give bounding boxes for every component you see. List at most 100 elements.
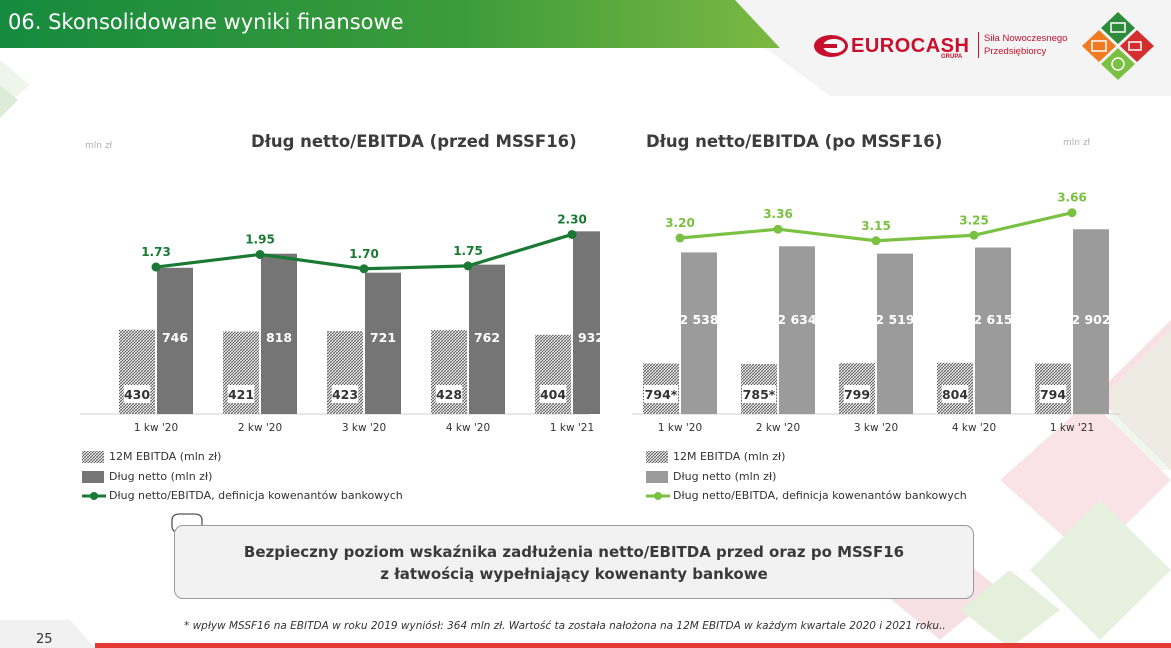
ratio-data-label: 3.25 [959, 213, 989, 227]
chart2-plot: 794* 2 538 1 kw '20 785* 2 634 2 kw '20 799 2 5… [632, 191, 1120, 434]
bg-diamond-green-3 [960, 570, 1060, 648]
debt-bar [157, 267, 193, 414]
debt-data-label: 746 [162, 330, 188, 345]
ebitda-data-label: 430 [124, 387, 150, 402]
callout-line2: z łatwością wypełniający kowenanty banko… [380, 565, 768, 583]
ebitda-data-label: 794 [1040, 387, 1066, 402]
debt-bar [365, 272, 401, 414]
callout-text: Bezpieczny poziom wskaźnika zadłużenia n… [175, 541, 973, 585]
chart1-legend-debt-label: Dług netto (mln zł) [109, 470, 213, 483]
chart2-title: Dług netto/EBITDA (po MSSF16) [646, 132, 943, 151]
logo-sub: GRUPA [941, 54, 963, 60]
debt-data-label: 818 [266, 330, 292, 345]
ebitda-label-bg [644, 385, 678, 403]
ebitda-label-bg [539, 385, 567, 403]
chart1-legend-ebitda-label: 12M EBITDA (mln zł) [109, 450, 222, 463]
callout-box: Bezpieczny poziom wskaźnika zadłużenia n… [174, 525, 974, 599]
chart2-legend-ratio-label: Dług netto/EBITDA, definicja kowenantów … [673, 489, 967, 502]
category-tick-label: 1 kw '20 [658, 422, 702, 434]
debt-bar [877, 253, 913, 414]
debt-data-label: 2 615 [973, 312, 1012, 327]
callout-line1: Bezpieczny poziom wskaźnika zadłużenia n… [243, 543, 905, 561]
chart1-legend: 12M EBITDA (mln zł) Dług netto (mln zł) … [82, 449, 482, 509]
ratio-data-label: 3.15 [861, 219, 891, 233]
debt-data-label: 2 519 [875, 312, 914, 327]
debt-bar [681, 252, 717, 414]
logo-wordmark: EUROCASH [851, 35, 970, 57]
ebitda-data-label: 785* [743, 387, 776, 402]
top-diamond-icon [1101, 12, 1135, 44]
debt-data-label: 762 [474, 330, 500, 345]
chart1-plot: 430 746 1 kw '20 421 818 2 kw '20 423 721 3 kw '… [80, 212, 600, 434]
debt-bar [779, 246, 815, 414]
ratio-point [463, 261, 473, 271]
bg-diamond-pink-2 [1000, 400, 1171, 560]
category-tick-label: 4 kw '20 [446, 422, 490, 434]
debt-bar [573, 231, 600, 414]
debt-data-label: 2 538 [679, 312, 718, 327]
debt-bar [469, 264, 505, 414]
ebitda-data-label: 794* [645, 387, 678, 402]
footnote: * wpływ MSSF16 na EBITDA w roku 2019 wyn… [184, 620, 946, 632]
ebitda-data-label: 404 [540, 387, 566, 402]
debt-bar [975, 247, 1011, 414]
ebitda-label-bg [123, 385, 151, 403]
logo-slogan: Siła Nowoczesnego Przedsiębiorcy [978, 32, 1067, 58]
chart1-title: Dług netto/EBITDA (przed MSSF16) [251, 132, 577, 151]
chart1-legend-ratio-label: Dług netto/EBITDA, definicja kowenantów … [109, 489, 403, 502]
ratio-point [151, 262, 161, 272]
ebitda-label-bg [941, 385, 969, 403]
chart1-unit-label: mln zł [85, 141, 113, 151]
category-tick-label: 4 kw '20 [952, 422, 996, 434]
ebitda-data-label: 423 [332, 387, 358, 402]
ratio-data-label: 1.73 [141, 245, 171, 259]
chart2-legend: 12M EBITDA (mln zł) Dług netto (mln zł) … [646, 449, 1046, 509]
ebitda-data-label: 428 [436, 387, 462, 402]
debt-data-label: 2 902 [1071, 312, 1110, 327]
logo-slogan-line1: Siła Nowoczesnego [984, 33, 1068, 44]
left-diamond-icon [1082, 30, 1116, 62]
ratio-data-label: 1.70 [349, 247, 379, 261]
ratio-point [1067, 208, 1077, 218]
ebitda-label-bg [1039, 385, 1067, 403]
category-tick-label: 3 kw '20 [342, 422, 386, 434]
debt-data-label: 2 634 [777, 312, 816, 327]
ratio-data-label: 3.20 [665, 216, 695, 230]
bottom-red-line [95, 643, 1171, 648]
header-green-bar [0, 0, 780, 48]
bg-diamond-left [0, 85, 18, 118]
ratio-data-label: 1.75 [453, 244, 483, 258]
ebitda-label-bg [742, 385, 776, 403]
ratio-point [969, 230, 979, 240]
category-tick-label: 2 kw '20 [238, 422, 282, 434]
ebitda-label-bg [435, 385, 463, 403]
logo-slogan-line2: Przedsiębiorcy [984, 46, 1047, 57]
ratio-point [255, 249, 265, 259]
debt-data-label: 721 [370, 330, 396, 345]
right-diamond-icon [1120, 30, 1154, 62]
category-tick-label: 2 kw '20 [756, 422, 800, 434]
bottom-diamond-icon [1101, 48, 1135, 80]
ebitda-data-label: 799 [844, 387, 870, 402]
ratio-point [359, 264, 369, 274]
ratio-point [675, 233, 685, 243]
header-bar: 06. Skonsolidowane wyniki finansowe [0, 0, 780, 48]
category-tick-label: 1 kw '20 [134, 422, 178, 434]
chart2-legend-debt-label: Dług netto (mln zł) [673, 470, 777, 483]
category-tick-label: 1 kw '21 [1050, 422, 1094, 434]
ratio-data-label: 3.66 [1057, 191, 1087, 205]
ratio-point [871, 236, 881, 246]
ratio-point [773, 224, 783, 234]
ebitda-data-label: 421 [228, 387, 254, 402]
chart2-legend-ebitda-label: 12M EBITDA (mln zł) [673, 450, 786, 463]
ebitda-label-bg [331, 385, 359, 403]
debt-bar [261, 253, 297, 414]
eurocash-emblem-icon [814, 35, 848, 57]
bottom-left-corner [0, 620, 95, 648]
ebitda-data-label: 804 [942, 387, 968, 402]
header-decoration-right [700, 0, 1171, 96]
ebitda-label-bg [227, 385, 255, 403]
debt-bar [1073, 229, 1109, 414]
ratio-data-label: 2.30 [557, 212, 587, 226]
